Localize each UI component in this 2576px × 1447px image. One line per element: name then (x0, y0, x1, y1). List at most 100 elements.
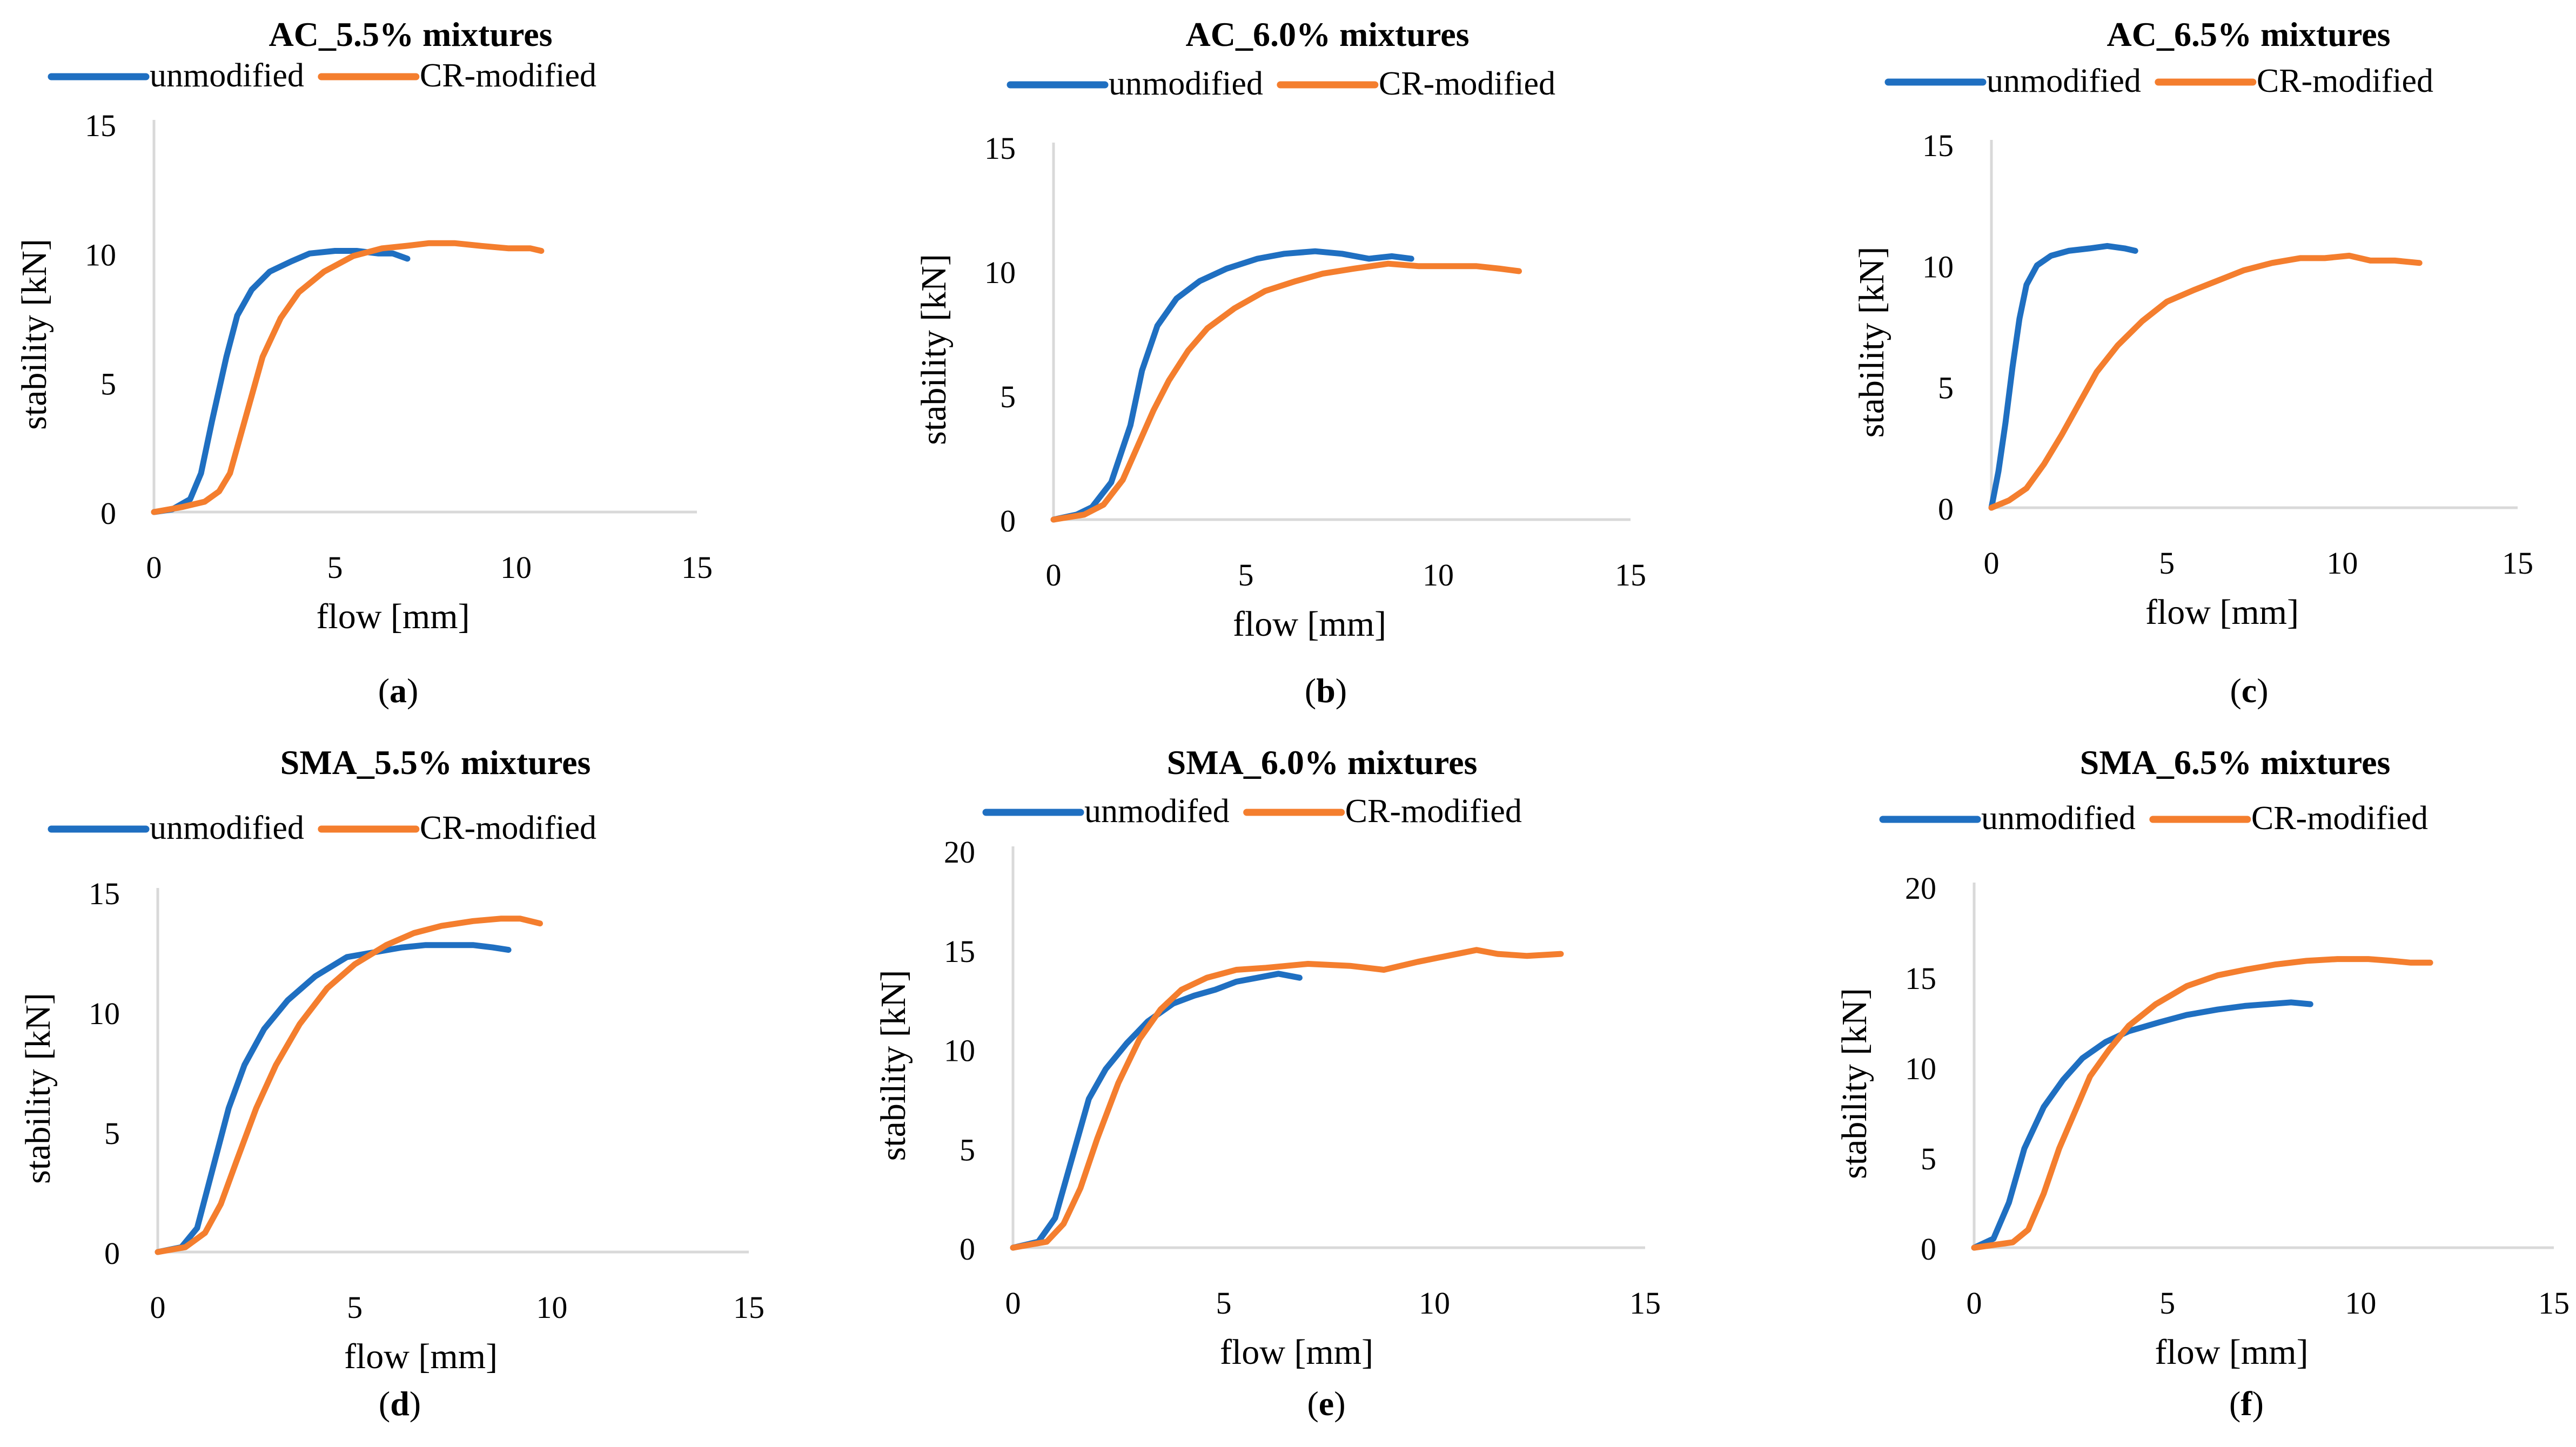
panel-sublabel: (c) (2230, 671, 2268, 710)
panel-sublabel-open: ( (1307, 1384, 1318, 1423)
x-tick-label: 15 (681, 550, 713, 585)
chart-panel-c: AC_6.5% mixtures unmodified CR-modified 0 5 1… (1852, 15, 2533, 710)
panel-sublabel: (d) (379, 1384, 421, 1423)
legend-label-unmodified: unmodified (150, 57, 304, 94)
panel-sublabel-open: ( (1305, 671, 1316, 710)
chart-panel-a: AC_5.5% mixtures unmodified CR-modified 0 5 1… (15, 15, 713, 710)
panel-sublabel-open: ( (2229, 1384, 2240, 1423)
x-tick-label: 0 (150, 1290, 166, 1325)
panel-sublabel-close: ) (1336, 671, 1347, 710)
x-tick-label: 15 (2502, 546, 2533, 581)
y-tick-label: 10 (1922, 249, 1954, 284)
panel-sublabel-close: ) (2252, 1384, 2264, 1423)
y-axis-label: stability [kN] (914, 254, 954, 445)
chart-panel-d: SMA_5.5% mixtures unmodified CR-modified 0 5… (18, 743, 764, 1423)
x-tick-label: 15 (733, 1290, 764, 1325)
chart-panel-f: SMA_6.5% mixtures unmodified CR-modified 0 5… (1835, 743, 2570, 1423)
series-line-cr-modified (1050, 260, 1522, 523)
legend-label-unmodified: unmodified (1981, 800, 2136, 837)
y-tick-label: 5 (1938, 371, 1954, 406)
x-tick-label: 10 (2326, 546, 2358, 581)
y-tick-label: 15 (944, 934, 975, 969)
x-axis-label: flow [mm] (2145, 593, 2299, 632)
y-axis-label: stability [kN] (18, 993, 58, 1184)
y-tick-label: 5 (1921, 1141, 1936, 1176)
x-tick-label: 5 (327, 550, 343, 585)
x-tick-label: 10 (1423, 557, 1454, 593)
panel-sublabel: (a) (378, 671, 419, 710)
chart-title: AC_6.0% mixtures (1186, 15, 1470, 53)
series-line-cr-modified (1988, 252, 2423, 511)
legend-label-cr-modified: CR-modified (2257, 63, 2433, 99)
panel-sublabel-letter: d (390, 1384, 410, 1423)
x-tick-label: 10 (500, 550, 532, 585)
y-tick-label: 10 (944, 1033, 975, 1068)
chart-panel-b: AC_6.0% mixtures unmodified CR-modified 0 5 1… (914, 15, 1646, 710)
x-axis-label: flow [mm] (316, 597, 469, 636)
x-tick-label: 15 (1615, 557, 1646, 593)
panel-sublabel-close: ) (2257, 671, 2268, 710)
x-axis-label: flow [mm] (344, 1337, 498, 1376)
panel-sublabel-open: ( (2230, 671, 2241, 710)
chart-title: SMA_6.0% mixtures (1167, 743, 1478, 782)
y-tick-label: 15 (984, 131, 1016, 166)
chart-title: AC_5.5% mixtures (269, 15, 553, 53)
panel-sublabel-letter: f (2240, 1384, 2252, 1423)
y-tick-label: 15 (89, 876, 120, 911)
panel-sublabel-close: ) (407, 671, 418, 710)
x-tick-label: 15 (2538, 1286, 2570, 1321)
panel-sublabel-close: ) (410, 1384, 421, 1423)
y-tick-label: 5 (960, 1132, 975, 1167)
x-tick-label: 5 (347, 1290, 363, 1325)
panel-sublabel-letter: b (1316, 671, 1336, 710)
legend: unmodified CR-modified (1879, 800, 2428, 837)
series-line-cr-modified (1010, 947, 1564, 1251)
series-line-unmodified (1988, 243, 2138, 511)
y-axis-label: stability [kN] (15, 239, 54, 430)
chart-panel-e: SMA_6.0% mixtures unmodifed CR-modified 0 5 1… (874, 743, 1661, 1423)
legend-label-cr-modified: CR-modified (420, 57, 596, 94)
y-tick-label: 15 (85, 108, 116, 143)
y-tick-label: 0 (960, 1231, 975, 1267)
panel-sublabel: (b) (1305, 671, 1347, 710)
series-line-unmodified (1050, 248, 1414, 523)
legend-label-cr-modified: CR-modified (1379, 65, 1555, 102)
panel-sublabel-close: ) (1334, 1384, 1345, 1423)
y-tick-label: 20 (944, 834, 975, 870)
y-tick-label: 10 (1905, 1051, 1936, 1086)
x-axis-label: flow [mm] (1220, 1332, 1373, 1372)
panel-sublabel-open: ( (379, 1384, 390, 1423)
panel-sublabel-open: ( (378, 671, 390, 710)
legend-label-unmodified: unmodified (1987, 63, 2141, 99)
legend-label-unmodified: unmodifed (1084, 793, 1230, 830)
panel-sublabel-letter: e (1319, 1384, 1334, 1423)
legend: unmodifed CR-modified (982, 793, 1522, 830)
y-tick-label: 15 (1922, 128, 1954, 163)
y-tick-label: 5 (104, 1116, 120, 1151)
y-tick-label: 0 (1938, 492, 1954, 527)
y-tick-label: 0 (100, 496, 116, 531)
y-tick-label: 0 (1000, 503, 1016, 539)
series-line-cr-modified (1971, 956, 2433, 1251)
x-tick-label: 10 (1419, 1286, 1450, 1321)
y-tick-label: 5 (1000, 379, 1016, 414)
x-tick-label: 5 (2159, 546, 2175, 581)
legend-label-unmodified: unmodified (1109, 65, 1263, 102)
legend-label-cr-modified: CR-modified (1345, 793, 1522, 830)
legend: unmodified CR-modified (1884, 63, 2433, 99)
y-tick-label: 20 (1905, 871, 1936, 906)
legend: unmodified CR-modified (48, 57, 596, 94)
y-axis-label: stability [kN] (1852, 247, 1891, 438)
legend-label-cr-modified: CR-modified (2251, 800, 2428, 837)
x-tick-label: 0 (1984, 546, 2000, 581)
y-tick-label: 10 (89, 996, 120, 1031)
legend-label-unmodified: unmodified (150, 810, 304, 846)
y-tick-label: 5 (100, 367, 116, 402)
series-line-cr-modified (155, 916, 543, 1255)
series-line-unmodified (151, 248, 411, 515)
legend-label-cr-modified: CR-modified (420, 810, 596, 846)
x-tick-label: 10 (2345, 1286, 2376, 1321)
series-line-unmodified (1010, 971, 1303, 1251)
x-tick-label: 5 (2159, 1286, 2175, 1321)
